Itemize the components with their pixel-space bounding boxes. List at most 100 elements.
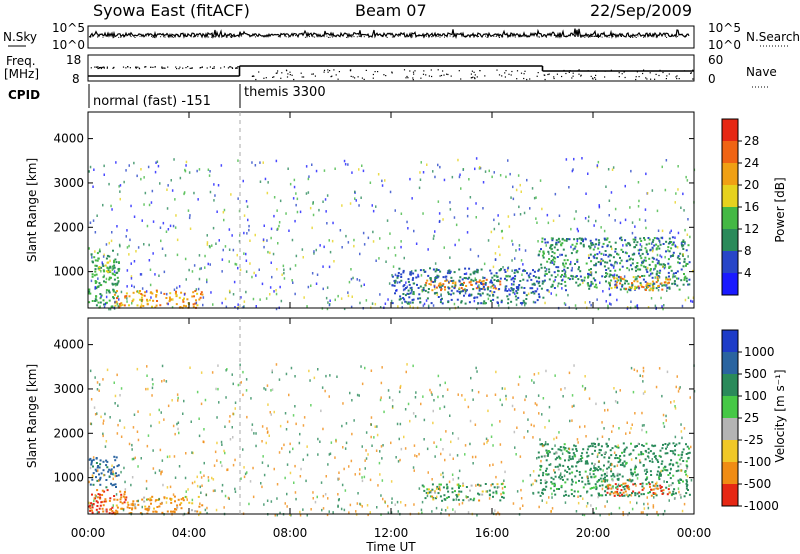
echo-cell xyxy=(271,369,273,372)
echo-cell xyxy=(672,272,675,275)
echo-cell xyxy=(549,463,552,466)
color-scale-tick-label: 1000 xyxy=(744,345,775,359)
echo-cell xyxy=(648,456,650,459)
echo-cell xyxy=(99,483,102,486)
echo-cell xyxy=(409,273,412,276)
echo-cell xyxy=(294,491,297,494)
echo-cell xyxy=(429,278,432,281)
echo-cell xyxy=(171,189,174,192)
echo-cell xyxy=(566,471,569,473)
echo-cell xyxy=(431,510,433,513)
echo-cell xyxy=(185,490,187,493)
echo-cell xyxy=(593,467,596,470)
echo-cell xyxy=(541,240,544,243)
echo-cell xyxy=(252,466,254,470)
echo-cell xyxy=(604,250,607,252)
echo-cell xyxy=(637,249,640,252)
echo-cell xyxy=(159,182,161,185)
echo-cell xyxy=(351,399,353,402)
echo-cell xyxy=(667,246,670,249)
echo-cell xyxy=(681,453,683,456)
echo-cell xyxy=(657,284,660,287)
noise-search-dot xyxy=(465,36,467,38)
echo-cell xyxy=(380,396,382,399)
echo-cell xyxy=(657,279,659,282)
echo-cell xyxy=(95,299,98,302)
echo-cell xyxy=(499,398,501,402)
echo-cell xyxy=(234,262,236,266)
echo-cell xyxy=(633,471,636,474)
echo-cell xyxy=(116,373,118,377)
echo-cell xyxy=(550,259,553,262)
echo-cell xyxy=(419,178,422,181)
echo-cell xyxy=(685,264,687,267)
echo-cell xyxy=(356,278,358,281)
echo-cell xyxy=(555,293,558,297)
echo-cell xyxy=(412,292,415,295)
echo-cell xyxy=(158,274,160,277)
echo-cell xyxy=(159,304,162,307)
echo-cell xyxy=(616,277,618,280)
echo-cell xyxy=(572,248,575,251)
echo-cell xyxy=(556,256,559,258)
echo-cell xyxy=(529,272,532,275)
echo-cell xyxy=(191,295,194,298)
echo-cell xyxy=(332,511,334,514)
echo-cell xyxy=(623,460,626,463)
echo-cell xyxy=(126,229,128,232)
echo-cell xyxy=(547,289,549,292)
echo-cell xyxy=(548,290,550,293)
color-scale-block xyxy=(722,440,738,462)
echo-cell xyxy=(307,285,310,289)
echo-cell xyxy=(458,291,461,293)
echo-cell xyxy=(99,459,102,462)
echo-cell xyxy=(111,473,114,476)
echo-cell xyxy=(213,199,215,202)
echo-cell xyxy=(644,390,646,393)
echo-cell xyxy=(659,484,662,487)
echo-cell xyxy=(537,293,540,296)
echo-cell xyxy=(146,507,149,510)
echo-cell xyxy=(638,218,641,221)
echo-cell xyxy=(516,490,519,493)
echo-cell xyxy=(515,298,518,301)
echo-cell xyxy=(656,270,659,273)
echo-cell xyxy=(641,411,643,415)
nave-dot xyxy=(281,72,283,74)
echo-cell xyxy=(310,284,312,287)
echo-cell xyxy=(192,303,195,306)
echo-cell xyxy=(130,262,132,265)
echo-cell xyxy=(279,285,281,289)
echo-cell xyxy=(648,242,651,245)
echo-cell xyxy=(188,216,191,220)
echo-cell xyxy=(305,192,308,195)
echo-cell xyxy=(178,465,181,468)
echo-cell xyxy=(275,292,278,296)
echo-cell xyxy=(685,249,688,252)
echo-cell xyxy=(634,266,637,269)
echo-cell xyxy=(305,165,308,168)
echo-cell xyxy=(685,473,688,476)
echo-cell xyxy=(648,483,651,486)
echo-cell xyxy=(202,296,205,299)
echo-cell xyxy=(650,297,653,300)
nave-dot xyxy=(496,69,498,71)
echo-cell xyxy=(589,253,592,256)
echo-cell xyxy=(144,191,147,195)
nave-dot xyxy=(285,69,288,71)
nave-dot xyxy=(94,66,96,68)
echo-cell xyxy=(311,272,314,275)
echo-cell xyxy=(113,259,116,262)
echo-cell xyxy=(690,299,692,303)
nave-dot xyxy=(650,78,652,80)
echo-cell xyxy=(359,468,361,471)
echo-cell xyxy=(150,424,152,428)
echo-cell xyxy=(163,292,166,295)
echo-cell xyxy=(598,479,601,481)
echo-cell xyxy=(129,238,131,242)
echo-cell xyxy=(486,293,489,296)
echo-cell xyxy=(656,237,659,240)
echo-cell xyxy=(515,188,518,192)
echo-cell xyxy=(539,468,542,471)
echo-cell xyxy=(350,268,352,271)
